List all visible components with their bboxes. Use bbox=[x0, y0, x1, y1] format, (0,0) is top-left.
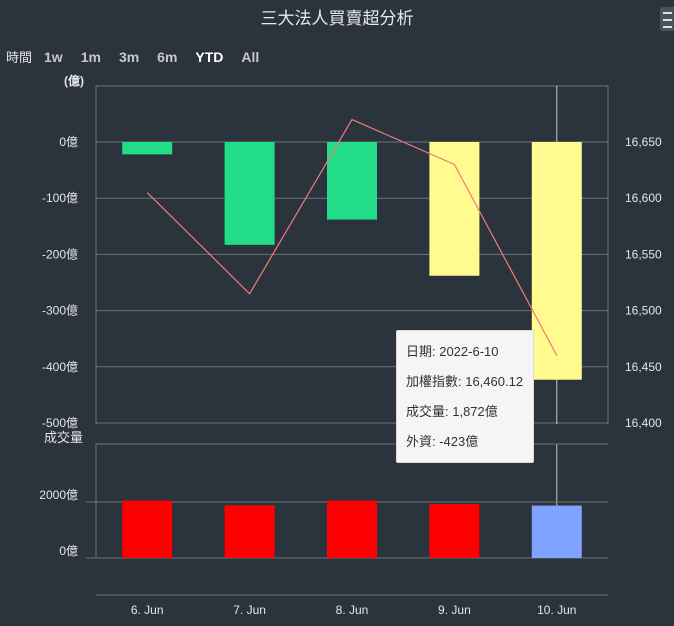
y2-tick-label: 16,650 bbox=[625, 135, 662, 149]
foreign-bar bbox=[327, 142, 377, 220]
x-tick-label: 7. Jun bbox=[233, 603, 266, 617]
tooltip: 日期: 2022-6-10 加權指數: 16,460.12 成交量: 1,872… bbox=[396, 330, 534, 463]
y-tick-label: -200億 bbox=[42, 247, 78, 261]
foreign-bar bbox=[224, 142, 275, 245]
y-tick-label: -500億 bbox=[42, 416, 78, 430]
volume-panel-label: 成交量 bbox=[44, 430, 83, 445]
x-tick-label: 9. Jun bbox=[438, 603, 471, 617]
range-selector: 時間 1w 1m 3m 6m YTD All bbox=[6, 47, 277, 66]
y2-tick-label: 16,550 bbox=[625, 247, 662, 261]
foreign-bar bbox=[429, 142, 480, 276]
volume-tick-label: 0億 bbox=[59, 544, 78, 558]
x-tick-label: 8. Jun bbox=[336, 603, 369, 617]
y-tick-label: -400億 bbox=[42, 360, 78, 374]
y2-tick-label: 16,450 bbox=[625, 360, 662, 374]
range-button-1w[interactable]: 1w bbox=[44, 48, 63, 65]
index-line bbox=[146, 118, 558, 356]
y-unit-label: (億) bbox=[64, 73, 84, 88]
x-tick-label: 6. Jun bbox=[131, 603, 164, 617]
range-button-ytd[interactable]: YTD bbox=[195, 48, 224, 65]
volume-tick-label: 2000億 bbox=[39, 488, 78, 502]
volume-bar bbox=[429, 503, 480, 558]
range-button-6m[interactable]: 6m bbox=[157, 48, 178, 65]
tooltip-date: 日期: 2022-6-10 bbox=[406, 344, 499, 359]
tooltip-foreign: 外資: -423億 bbox=[406, 434, 479, 449]
y2-tick-label: 16,500 bbox=[625, 304, 662, 318]
range-label: 時間 bbox=[6, 50, 33, 65]
y-tick-label: -300億 bbox=[42, 304, 78, 318]
chart-title: 三大法人買賣超分析 bbox=[260, 9, 414, 28]
x-tick-label: 10. Jun bbox=[537, 603, 576, 617]
volume-bar bbox=[122, 500, 173, 558]
tooltip-index: 加權指數: 16,460.12 bbox=[406, 374, 524, 389]
foreign-bar bbox=[531, 142, 582, 380]
volume-bar bbox=[531, 505, 582, 558]
menu-icon[interactable] bbox=[660, 7, 674, 31]
range-button-all[interactable]: All bbox=[241, 48, 260, 65]
y-tick-label: 0億 bbox=[59, 135, 78, 149]
y-tick-label: -100億 bbox=[42, 191, 78, 205]
volume-bar bbox=[224, 505, 275, 558]
range-button-1m[interactable]: 1m bbox=[80, 48, 101, 65]
foreign-bar bbox=[122, 142, 173, 155]
tooltip-volume: 成交量: 1,872億 bbox=[406, 404, 498, 419]
volume-bar bbox=[327, 500, 377, 558]
range-button-3m[interactable]: 3m bbox=[118, 48, 140, 65]
y2-tick-label: 16,400 bbox=[625, 416, 662, 430]
y2-tick-label: 16,600 bbox=[625, 191, 662, 205]
